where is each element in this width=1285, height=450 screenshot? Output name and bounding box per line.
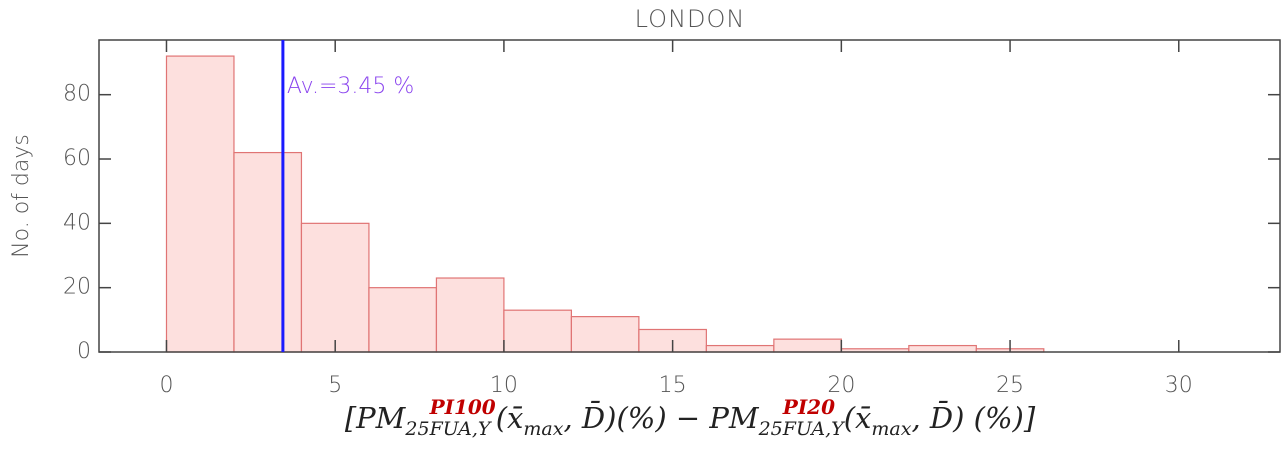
x-tick-label: 5 (328, 373, 342, 398)
bar (908, 344, 977, 353)
bar (503, 309, 572, 353)
x-label-part: PI100 (429, 395, 496, 419)
y-tick-label: 80 (63, 82, 91, 107)
bar (233, 151, 303, 353)
x-label-part: , D̄)(%) − PM (563, 400, 759, 435)
x-tick-label: 30 (1165, 373, 1193, 398)
mean-label: Av.=3.45 % (287, 74, 414, 99)
x-label-part: [PM (345, 401, 407, 435)
y-tick-label: 20 (63, 275, 91, 300)
x-label-part: FUA,Y (429, 418, 493, 440)
y-tick-label: 40 (63, 210, 91, 235)
x-label-part: (x̄ (496, 401, 524, 435)
x-tick-label: 15 (659, 373, 687, 398)
y-axis-label: No. of days (9, 134, 34, 258)
bar (773, 338, 842, 353)
x-label-part: PI20 (782, 395, 835, 419)
x-label-part: 25 (758, 418, 783, 440)
x-label-part: 25 (404, 418, 429, 440)
x-tick-label: 10 (490, 373, 518, 398)
bar (705, 344, 775, 353)
x-label-part: max (523, 418, 563, 440)
bar (570, 316, 640, 353)
plot-frame (98, 39, 1281, 353)
x-label-part: max (871, 418, 911, 440)
y-tick-label: 60 (63, 146, 91, 171)
x-label-part: FUA,Y (782, 418, 846, 440)
x-label-part: , D̄) (%)] (911, 400, 1035, 435)
x-label-part: (x̄ (844, 401, 872, 435)
chart-title: LONDON (635, 5, 746, 33)
x-tick-label: 20 (827, 373, 855, 398)
y-tick-label: 0 (77, 339, 91, 364)
x-tick-label: 25 (996, 373, 1024, 398)
bar (435, 277, 505, 353)
bar (165, 55, 235, 353)
x-tick-label: 0 (159, 373, 173, 398)
bar (368, 287, 438, 353)
bar (300, 222, 370, 353)
